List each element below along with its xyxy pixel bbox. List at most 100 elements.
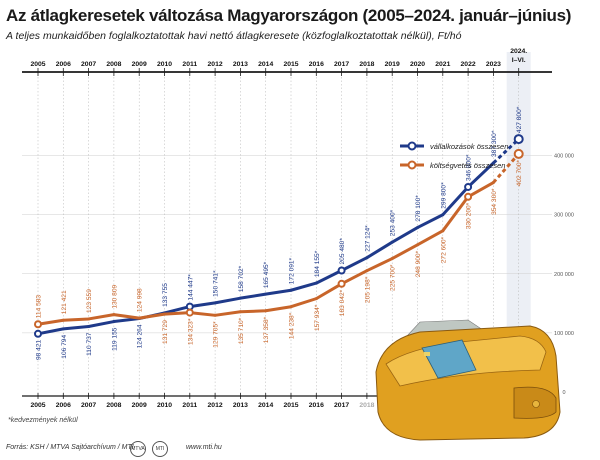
- x-tick-label: 2019: [385, 61, 400, 68]
- budget-data-label: 130 809: [111, 284, 118, 308]
- budget-data-label: 225 700*: [390, 264, 397, 291]
- x-tick-label: 2010: [157, 61, 172, 68]
- budget-data-label: 205 198*: [364, 276, 371, 303]
- budget-point: [441, 229, 445, 233]
- budget-point: [213, 313, 217, 317]
- business-point: [464, 182, 473, 191]
- page-subtitle: A teljes munkaidőben foglalkoztatottak h…: [6, 30, 462, 42]
- budget-data-label: 123 559: [86, 289, 93, 313]
- x-tick-label: 2023: [486, 61, 501, 68]
- x-tick-label: 2009: [132, 61, 147, 68]
- business-data-label: 278 100*: [415, 195, 422, 222]
- budget-data-label: 114 583: [36, 295, 43, 319]
- business-point: [513, 134, 524, 145]
- budget-data-label: 402 700*: [516, 159, 523, 186]
- x-tick-label: 2013: [233, 402, 248, 409]
- x-tick-label: 2015: [283, 402, 298, 409]
- budget-data-label: 248 900*: [415, 250, 422, 277]
- business-data-label: 184 155*: [314, 250, 321, 277]
- budget-data-label: 129 705*: [213, 321, 220, 348]
- x-tick-label: 2017: [334, 61, 349, 68]
- budget-data-label: 131 729: [162, 320, 169, 344]
- business-line-partial: [492, 137, 520, 165]
- x-tick-label: 2016: [309, 61, 324, 68]
- budget-point: [163, 312, 166, 316]
- wallet-button-icon: [532, 400, 540, 408]
- business-data-label: 133 755: [162, 283, 169, 307]
- business-point: [416, 226, 419, 230]
- business-point: [87, 325, 91, 329]
- x-tick-label: 2015: [283, 61, 298, 68]
- budget-point: [416, 243, 419, 247]
- business-point: [264, 292, 268, 296]
- x-tick-label: 2011: [182, 61, 197, 68]
- business-point: [441, 213, 445, 217]
- business-data-label: 119 155: [111, 327, 118, 351]
- business-data-label: 124 264: [137, 324, 144, 348]
- budget-point: [365, 269, 369, 273]
- website-link[interactable]: www.mti.hu: [186, 444, 222, 451]
- business-data-label: 427 800*: [516, 106, 523, 133]
- x-tick-label: 2010: [157, 402, 172, 409]
- business-data-label: 158 702*: [238, 265, 245, 292]
- y-tick-label: 400 000: [554, 154, 574, 160]
- business-data-label: 172 091*: [289, 257, 296, 284]
- y-tick-label: 0: [562, 390, 565, 396]
- x-tick-label: 2011: [182, 402, 197, 409]
- x-tick-label: 2008: [106, 402, 121, 409]
- x-tick-label: 2012: [208, 402, 223, 409]
- x-tick-label: 2024.: [510, 48, 527, 55]
- budget-point: [87, 317, 91, 321]
- business-data-label: 253 400*: [390, 209, 397, 236]
- x-tick-label: 2020: [410, 61, 425, 68]
- x-tick-label: 2017: [334, 402, 349, 409]
- budget-point: [289, 305, 293, 309]
- x-tick-label: 2018: [359, 402, 374, 409]
- business-data-label: 299 800*: [440, 182, 447, 209]
- legend-marker-budget: [407, 160, 417, 170]
- budget-data-label: 183 042*: [339, 289, 346, 316]
- x-tick-label: 2009: [132, 402, 147, 409]
- business-point: [289, 288, 293, 292]
- legend-label-budget: költségvetés összesen: [430, 161, 505, 170]
- business-data-label: 98 421: [36, 339, 43, 360]
- budget-point: [185, 308, 194, 317]
- budget-line-partial: [492, 152, 520, 184]
- budget-data-label: 330 200*: [466, 202, 473, 229]
- budget-data-label: 144 238*: [289, 312, 296, 339]
- business-data-label: 387 300*: [491, 130, 498, 157]
- x-tick-label: 2006: [56, 61, 71, 68]
- x-tick-label: 2021: [435, 61, 450, 68]
- x-tick-label: 2016: [309, 402, 324, 409]
- mtva-logo-icon: MTVA: [130, 441, 146, 457]
- y-tick-label: 200 000: [554, 272, 574, 278]
- x-tick-label: 2008: [106, 61, 121, 68]
- footnote: *kedvezmények nélkül: [8, 417, 78, 424]
- budget-point: [337, 279, 346, 288]
- x-tick-label: 2022: [461, 61, 476, 68]
- business-point: [314, 281, 318, 285]
- card-chip-icon: [424, 352, 430, 356]
- budget-point: [264, 309, 268, 313]
- x-tick-label: 2013: [233, 61, 248, 68]
- source-text: Forrás: KSH / MTVA Sajtóarchívum / MTI: [6, 444, 134, 451]
- budget-data-label: 121 421: [61, 290, 68, 314]
- budget-point: [314, 297, 318, 301]
- card-icon: [421, 339, 477, 379]
- budget-data-label: 354 300*: [491, 188, 498, 215]
- x-tick-label: 2005: [30, 61, 45, 68]
- business-point: [61, 327, 65, 331]
- business-point: [112, 320, 116, 324]
- budget-data-label: 272 600*: [440, 236, 447, 263]
- budget-point: [491, 181, 495, 185]
- budget-point: [390, 257, 394, 261]
- business-data-label: 205 480*: [339, 238, 346, 265]
- x-tick-label: 2012: [208, 61, 223, 68]
- business-point: [365, 256, 369, 260]
- budget-point: [112, 313, 116, 317]
- business-point: [34, 329, 42, 338]
- y-tick-label: 100 000: [554, 331, 574, 337]
- x-tick-label: 2014: [258, 402, 273, 409]
- budget-point: [513, 148, 524, 159]
